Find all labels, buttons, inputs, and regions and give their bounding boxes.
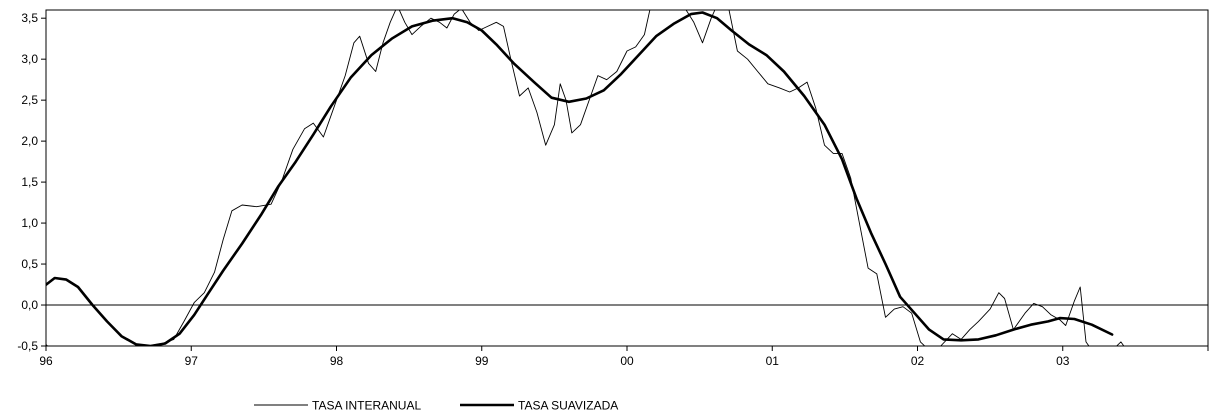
x-tick-label: 01 bbox=[766, 354, 780, 368]
y-axis: -0,5 0,0 0,5 1,0 1,5 2,0 2,5 3,0 3,5 bbox=[17, 11, 46, 353]
legend: TASA INTERANUAL TASA SUAVIZADA bbox=[254, 399, 618, 413]
series-line-2 bbox=[46, 11, 1114, 346]
series-layer bbox=[46, 10, 1144, 346]
y-tick-label: 2,5 bbox=[21, 93, 38, 107]
x-tick-label: 99 bbox=[475, 354, 489, 368]
x-axis: 96 97 98 99 00 01 02 03 bbox=[39, 346, 1209, 368]
y-tick-label: 0,0 bbox=[21, 298, 38, 312]
legend-label: TASA INTERANUAL bbox=[312, 399, 421, 413]
y-tick-label: 2,0 bbox=[21, 134, 38, 148]
legend-label: TASA SUAVIZADA bbox=[518, 399, 618, 413]
x-tick-label: 03 bbox=[1056, 354, 1070, 368]
y-tick-label: 0,5 bbox=[21, 257, 38, 271]
y-tick-label: 3,5 bbox=[21, 11, 38, 25]
series-line-1 bbox=[46, 10, 1144, 346]
x-tick-label: 97 bbox=[185, 354, 199, 368]
y-tick-label: 1,5 bbox=[21, 175, 38, 189]
x-tick-label: 98 bbox=[330, 354, 344, 368]
y-tick-label: -0,5 bbox=[17, 339, 38, 353]
y-tick-label: 1,0 bbox=[21, 216, 38, 230]
plot-area bbox=[45, 9, 1209, 347]
x-tick-label: 00 bbox=[620, 354, 634, 368]
x-tick-label: 96 bbox=[39, 354, 53, 368]
y-tick-label: 3,0 bbox=[21, 52, 38, 66]
x-tick-label: 02 bbox=[911, 354, 925, 368]
